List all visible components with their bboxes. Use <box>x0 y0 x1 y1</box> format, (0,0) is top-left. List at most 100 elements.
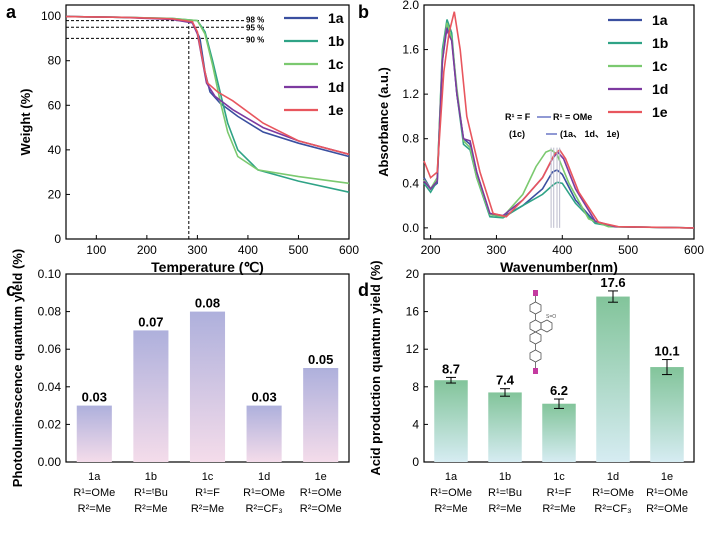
category-label-1d: 1d <box>258 471 270 483</box>
category-sub1-1e: R¹=OMe <box>646 487 688 499</box>
threshold-label: 90 % <box>246 35 264 44</box>
x-tick-label: 300 <box>486 243 506 257</box>
annotation-f: R¹ = F <box>505 112 531 122</box>
molecule-structure-icon: S=O <box>529 290 556 374</box>
y-tick-label: 80 <box>48 54 62 68</box>
threshold-label: 98 % <box>246 16 264 25</box>
annotation-others: (1a、 1d、 1e) <box>560 129 620 139</box>
category-sub2-1e: R²=OMe <box>646 503 688 515</box>
category-label-1b: 1b <box>499 471 511 483</box>
y-tick-label: 40 <box>48 143 62 157</box>
panel-label-d: d <box>358 280 369 300</box>
legend-label-1b: 1b <box>652 35 668 51</box>
category-sub2-1a: R²=Me <box>78 503 111 515</box>
series-line-1e <box>423 11 695 229</box>
legend-label-1e: 1e <box>328 102 344 118</box>
category-sub1-1b: R¹=ᵗBu <box>134 487 168 499</box>
plot-frame <box>423 4 695 240</box>
legend-label-1d: 1d <box>328 79 344 95</box>
bar-1c <box>189 311 226 462</box>
category-sub1-1e: R¹=OMe <box>300 487 342 499</box>
x-tick-label: 600 <box>339 243 359 257</box>
y-tick-label: 0.4 <box>402 176 419 190</box>
annotation-ome: R¹ = OMe <box>553 112 592 122</box>
value-label-1b: 0.07 <box>138 314 163 329</box>
value-label-1d: 17.6 <box>600 275 625 290</box>
bar-1e <box>303 368 339 462</box>
y-tick-label: 0 <box>54 232 61 246</box>
y-tick-label: 0.02 <box>38 417 62 431</box>
legend-label-1d: 1d <box>652 81 668 97</box>
y-tick-label: 0.06 <box>38 342 62 356</box>
legend-label-1c: 1c <box>328 56 344 72</box>
value-label-1c: 6.2 <box>550 383 568 398</box>
y-tick-label: 0.00 <box>38 455 62 469</box>
y-tick-label: 100 <box>41 9 61 23</box>
legend-label-1a: 1a <box>652 12 668 28</box>
category-sub2-1d: R²=CF₃ <box>246 503 283 515</box>
y-axis-label: Photoluminescence quantum yield (%) <box>10 249 25 487</box>
series-line-1e <box>65 15 350 156</box>
bar-1c <box>542 403 576 462</box>
category-label-1b: 1b <box>145 471 157 483</box>
category-sub1-1d: R¹=OMe <box>243 487 285 499</box>
category-label-1c: 1c <box>202 471 214 483</box>
series-line-1d <box>423 26 695 229</box>
y-axis-label: Weight (%) <box>18 89 33 156</box>
threshold-label: 95 % <box>246 23 264 32</box>
y-tick-label: 0 <box>412 455 419 469</box>
y-tick-label: 16 <box>406 305 420 319</box>
bar-1b <box>133 330 169 462</box>
value-label-1e: 0.05 <box>308 352 333 367</box>
chart-panel-b: Wavenumber(nm) Absorbance (a.u.) 200 300 400… <box>376 0 704 275</box>
y-tick-label: 0.08 <box>38 305 62 319</box>
panel-label-b: b <box>358 2 369 22</box>
chart-panel-c: Photoluminescence quantum yield (%) 0.00 0… <box>10 249 350 515</box>
series-line-1c <box>423 22 695 229</box>
y-tick-label: 12 <box>406 342 420 356</box>
bar-1e <box>650 367 684 462</box>
y-tick-label: 0.8 <box>402 132 419 146</box>
y-tick-label: 60 <box>48 98 62 112</box>
y-axis-label: Absorbance (a.u.) <box>376 67 391 177</box>
category-sub2-1d: R²=CF₃ <box>594 503 631 515</box>
svg-text:S=O: S=O <box>546 314 556 320</box>
x-axis-label: Wavenumber(nm) <box>500 259 618 275</box>
category-sub1-1a: R¹=OMe <box>73 487 115 499</box>
value-label-1c: 0.08 <box>195 296 220 311</box>
x-tick-label: 200 <box>421 243 441 257</box>
x-tick-label: 300 <box>187 243 207 257</box>
legend-label-1c: 1c <box>652 58 668 74</box>
bar-1b <box>488 392 522 462</box>
y-tick-label: 4 <box>412 417 419 431</box>
chart-panel-a: Temperature (℃)Weight (%)100 200 300 400 500… <box>18 4 359 275</box>
category-sub2-1b: R²=Me <box>134 503 167 515</box>
x-tick-label: 500 <box>288 243 308 257</box>
value-label-1b: 7.4 <box>496 373 515 388</box>
value-label-1a: 0.03 <box>82 390 107 405</box>
category-sub2-1b: R²=Me <box>488 503 521 515</box>
bar-1d <box>596 296 630 462</box>
value-label-1a: 8.7 <box>442 361 460 376</box>
panel-label-a: a <box>6 2 17 22</box>
x-axis-label: Temperature (℃) <box>151 259 264 275</box>
category-sub1-1c: R¹=F <box>195 487 220 499</box>
value-label-1e: 10.1 <box>654 344 679 359</box>
y-tick-label: 0.0 <box>402 221 419 235</box>
bar-1a <box>434 380 468 462</box>
x-tick-label: 600 <box>684 243 704 257</box>
value-label-1d: 0.03 <box>251 390 276 405</box>
category-sub1-1b: R¹=ᵗBu <box>488 487 522 499</box>
category-label-1e: 1e <box>661 471 673 483</box>
category-sub2-1e: R²=OMe <box>300 503 342 515</box>
category-sub2-1c: R²=Me <box>542 503 575 515</box>
series-line-1d <box>65 15 350 156</box>
category-label-1e: 1e <box>315 471 327 483</box>
panel-label-c: c <box>6 280 16 300</box>
category-label-1c: 1c <box>553 471 565 483</box>
category-sub2-1a: R²=Me <box>434 503 467 515</box>
y-tick-label: 8 <box>412 380 419 394</box>
legend-label-1e: 1e <box>652 104 668 120</box>
x-tick-label: 500 <box>618 243 638 257</box>
